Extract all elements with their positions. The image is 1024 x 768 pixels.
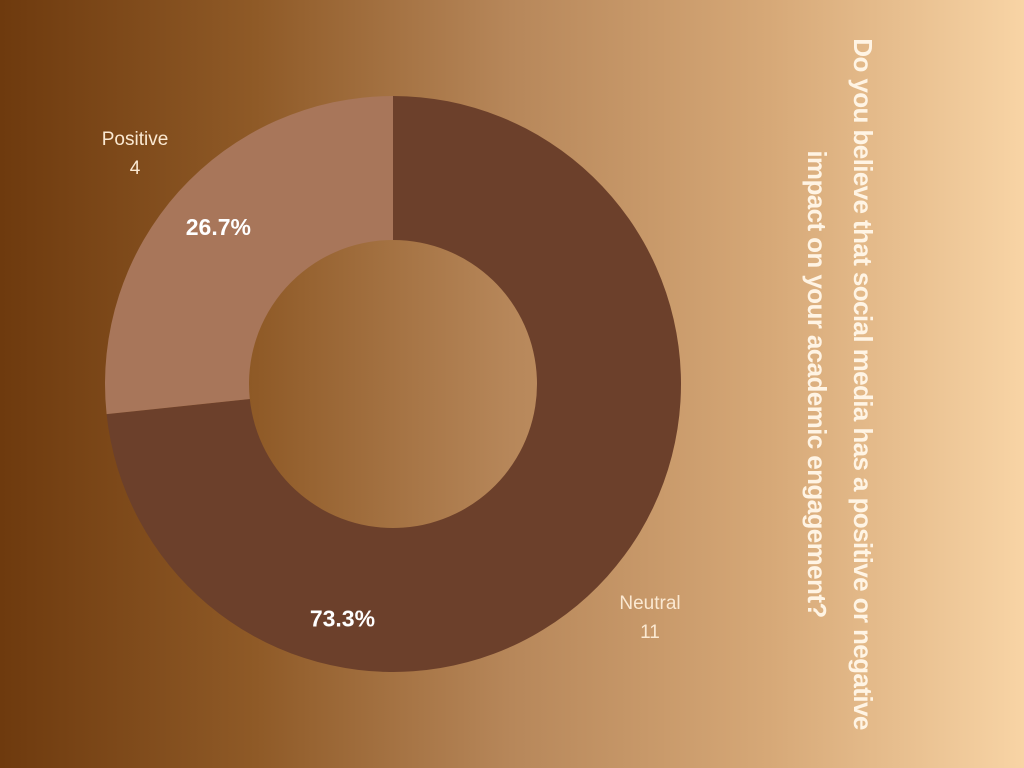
chart-title: Do you believe that social media has a p… bbox=[802, 38, 878, 730]
slice-label-positive: Positive bbox=[102, 129, 169, 150]
percent-label-neutral: 73.3% bbox=[310, 606, 375, 632]
slice-label-neutral: Neutral bbox=[619, 593, 680, 614]
slice-value-neutral: 11 bbox=[640, 622, 660, 643]
slice-positive bbox=[105, 96, 393, 415]
slice-value-positive: 4 bbox=[130, 158, 141, 179]
slice-neutral bbox=[106, 96, 681, 672]
percent-label-positive: 26.7% bbox=[186, 214, 251, 240]
